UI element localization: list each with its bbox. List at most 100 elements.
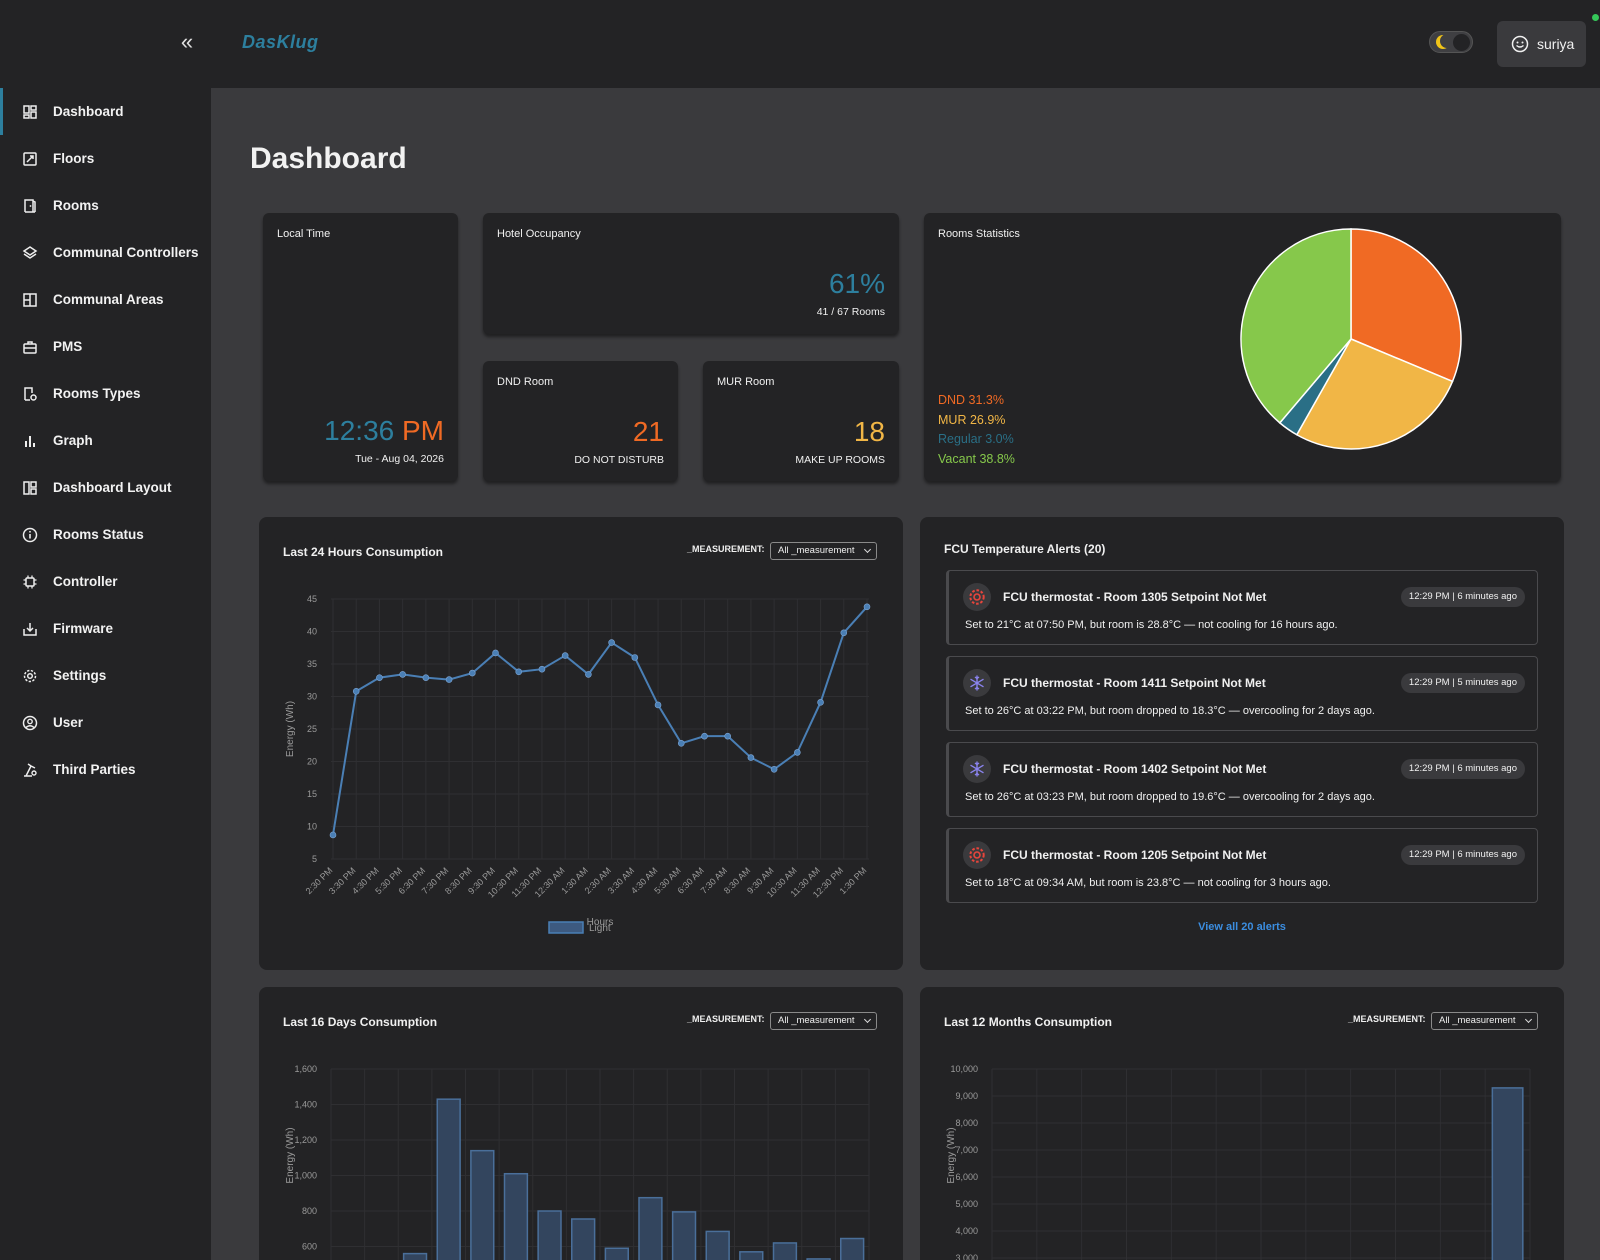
bar[interactable] [402,1252,428,1260]
data-point[interactable] [329,831,337,839]
data-point[interactable] [677,740,685,747]
alert-description: Set to 26°C at 03:23 PM, but room droppe… [965,791,1375,803]
consumption-24h-measurement-select[interactable]: All _measurement [770,542,877,560]
bar[interactable] [638,1196,663,1260]
data-point[interactable] [445,676,453,683]
pie-slice-dnd[interactable] [1350,228,1462,383]
bar[interactable] [840,1237,865,1260]
y-tick-label: 25 [307,724,317,734]
data-point[interactable] [585,671,592,678]
data-point[interactable] [724,732,731,740]
alert-item[interactable]: FCU thermostat - Room 1411 Setpoint Not … [946,656,1538,731]
user-menu-button[interactable]: suriya [1497,21,1586,67]
consumption-16d-panel: Last 16 Days Consumption _MEASUREMENT: A… [259,987,903,1260]
local-time-clock: 12:36 [324,415,395,446]
floors-icon [23,151,37,166]
data-point[interactable] [608,639,615,646]
bar[interactable] [503,1172,529,1260]
info-icon [22,527,38,542]
y-tick-label: 1,000 [294,1171,317,1181]
user-circle-icon [22,715,38,730]
sidebar-item-label: Controller [53,574,118,589]
hotel-occupancy-card: Hotel Occupancy 61% 41 / 67 Rooms [483,213,899,334]
bar[interactable] [604,1247,629,1260]
data-point[interactable] [631,654,639,661]
data-point[interactable] [422,674,430,681]
data-point[interactable] [469,669,476,677]
data-point[interactable] [863,603,871,611]
data-point[interactable] [515,668,523,676]
bar[interactable] [537,1210,562,1260]
pie-slice-vacant[interactable] [1240,228,1352,424]
sidebar-item-rooms-types[interactable]: Rooms Types [0,370,211,417]
consumption-12m-measurement-label: _MEASUREMENT: [1348,1014,1426,1024]
bar-chart-icon [25,435,35,447]
heat-gear-icon [963,583,991,611]
data-point[interactable] [701,732,708,740]
theme-toggle[interactable] [1429,31,1473,53]
fcu-alerts-title: FCU Temperature Alerts (20) [944,542,1106,556]
sidebar-item-label: Firmware [53,621,114,636]
alert-item[interactable]: FCU thermostat - Room 1205 Setpoint Not … [946,828,1538,903]
bar[interactable] [772,1242,798,1260]
bar[interactable] [739,1251,764,1260]
heat-gear-icon [963,841,991,869]
sidebar-item-label: Rooms Status [53,527,144,542]
data-point[interactable] [747,754,755,761]
bar[interactable] [806,1258,831,1260]
bar[interactable] [1491,1087,1524,1260]
data-point[interactable] [352,688,360,695]
data-point[interactable] [492,649,499,657]
data-point[interactable] [794,749,801,756]
alert-item[interactable]: FCU thermostat - Room 1402 Setpoint Not … [946,742,1538,817]
data-point[interactable] [770,766,778,773]
data-point[interactable] [538,665,546,673]
sidebar-item-dashboard-layout[interactable]: Dashboard Layout [0,464,211,511]
bar[interactable] [705,1230,730,1260]
data-point[interactable] [817,699,824,706]
rooms-statistics-label: Rooms Statistics [938,228,1020,240]
data-point[interactable] [561,652,569,659]
sidebar-item-controller[interactable]: Controller [0,558,211,605]
consumption-12m-measurement-select[interactable]: All _measurement [1431,1012,1538,1030]
top-bar: « DasKlug suriya [0,0,1600,88]
rooms-statistics-legend: DND 31.3% MUR 26.9% Regular 3.0% Vacant 38.… [938,391,1015,469]
hotel-occupancy-label: Hotel Occupancy [497,228,581,240]
alert-title: FCU thermostat - Room 1411 Setpoint Not … [1003,676,1266,690]
chevrons-left-icon[interactable]: « [180,29,194,54]
legend-label-light: Light [589,923,611,934]
sidebar-item-label: Communal Controllers [53,245,199,260]
page-title: Dashboard [250,142,407,175]
consumption-24h-title: Last 24 Hours Consumption [283,545,444,559]
bar[interactable] [571,1218,596,1260]
sidebar-item-floors[interactable]: Floors [0,135,211,182]
sidebar-item-third-parties[interactable]: Third Parties [0,746,211,793]
sidebar-item-rooms[interactable]: Rooms [0,182,211,229]
sidebar-item-communal-areas[interactable]: Communal Areas [0,276,211,323]
app-logo[interactable]: DasKlug [242,32,319,52]
bar[interactable] [470,1149,495,1260]
sidebar-item-settings[interactable]: Settings [0,652,211,699]
alert-item[interactable]: FCU thermostat - Room 1305 Setpoint Not … [946,570,1538,645]
consumption-16d-measurement-select[interactable]: All _measurement [770,1012,877,1030]
rooms-statistics-pie[interactable] [1231,219,1471,459]
bar[interactable] [671,1211,697,1260]
sidebar-item-rooms-status[interactable]: Rooms Status [0,511,211,558]
sidebar-item-graph[interactable]: Graph [0,417,211,464]
sidebar-item-user[interactable]: User [0,699,211,746]
sidebar-item-firmware[interactable]: Firmware [0,605,211,652]
view-all-alerts-link[interactable]: View all 20 alerts [1198,921,1286,933]
chip-icon [23,575,37,588]
consumption-24h-measurement-label: _MEASUREMENT: [687,544,765,554]
data-point[interactable] [654,701,662,709]
legend-swatch-light[interactable] [548,921,584,934]
data-point[interactable] [399,671,406,678]
data-point[interactable] [840,629,848,637]
sidebar-item-pms[interactable]: PMS [0,323,211,370]
sidebar-item-dashboard[interactable]: Dashboard [0,88,211,135]
dnd-room-value: 21 [632,416,664,447]
data-point[interactable] [376,674,383,681]
bar[interactable] [436,1098,461,1260]
sidebar-item-communal-controllers[interactable]: Communal Controllers [0,229,211,276]
y-tick-label: 8,000 [955,1118,978,1128]
